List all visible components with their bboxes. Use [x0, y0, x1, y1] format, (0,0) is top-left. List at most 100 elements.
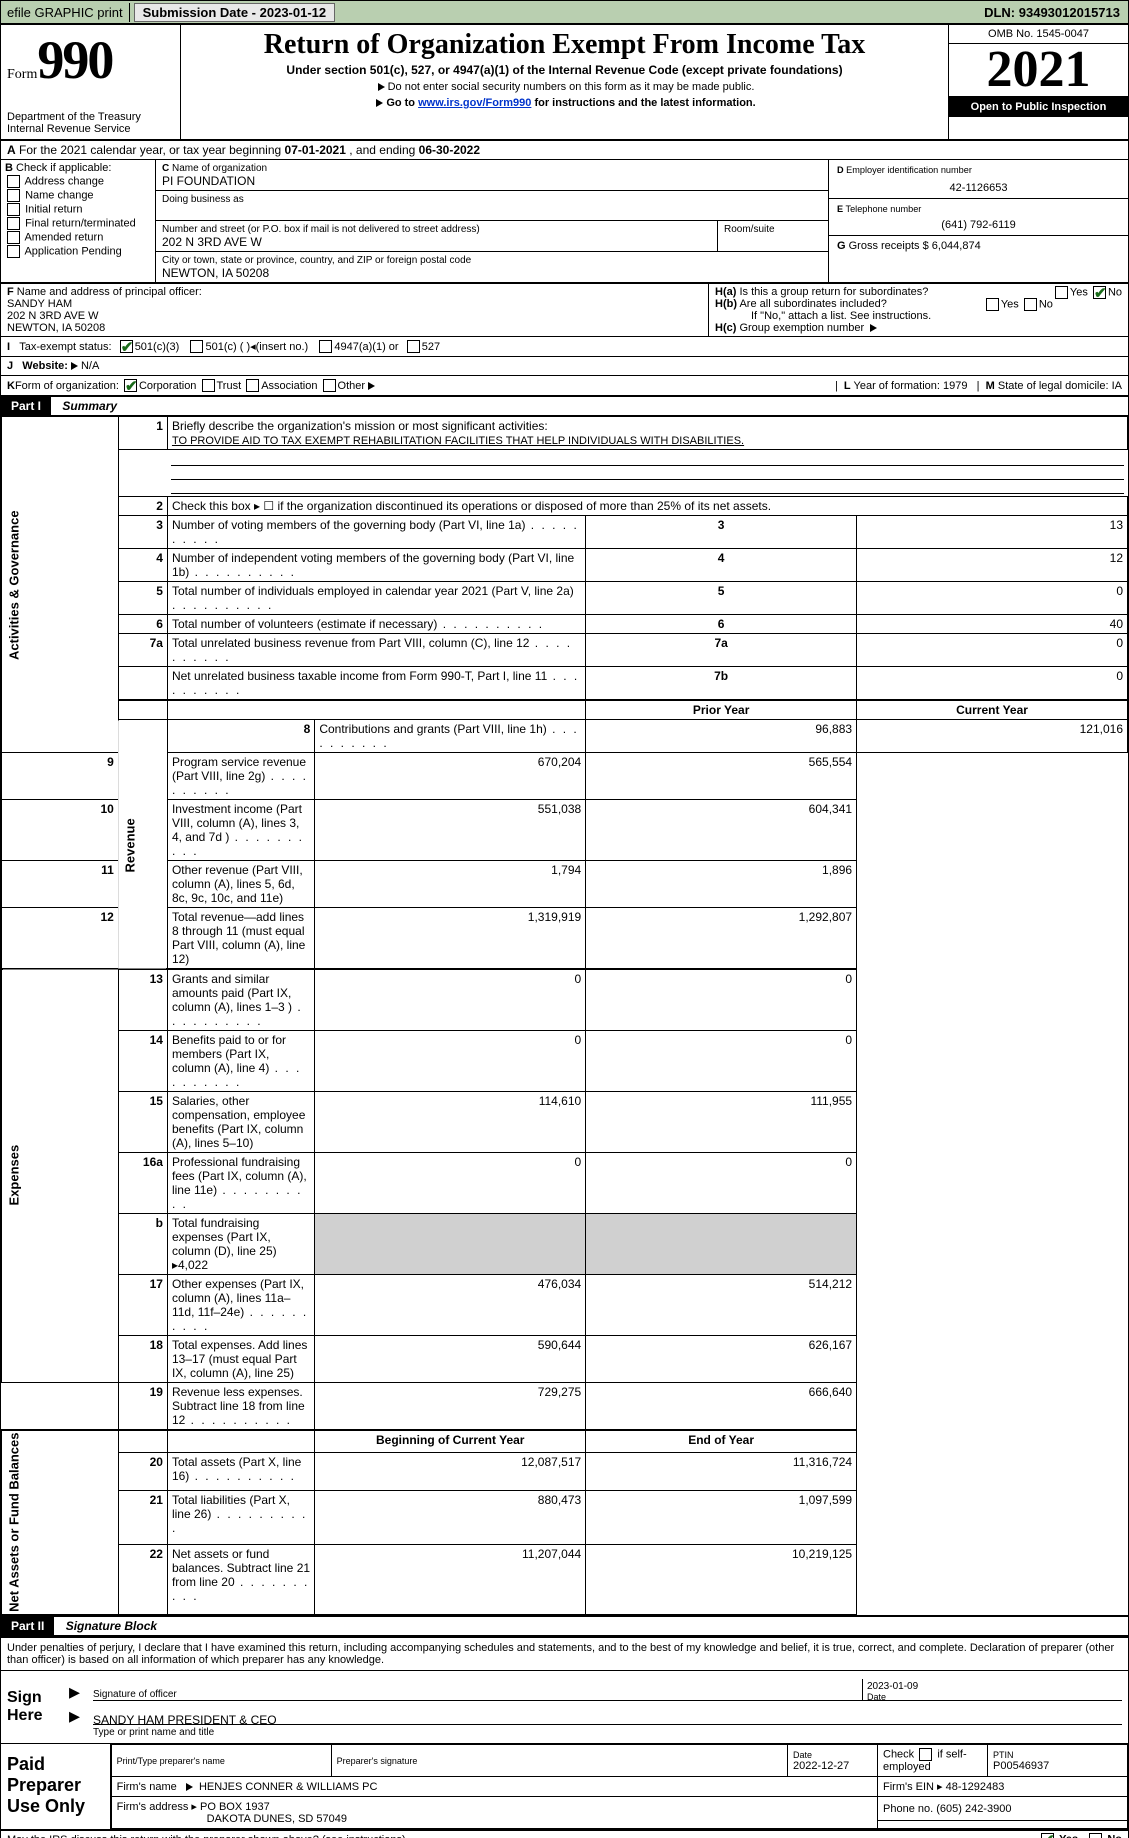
- val-l6: 40: [857, 615, 1128, 634]
- chk-app-pending[interactable]: Application Pending: [5, 245, 151, 258]
- triangle-icon: [368, 382, 375, 390]
- submission-date-button[interactable]: Submission Date - 2023-01-12: [134, 3, 336, 22]
- line8: Contributions and grants (Part VIII, lin…: [315, 720, 586, 753]
- header-mid: Return of Organization Exempt From Incom…: [181, 25, 948, 139]
- triangle-icon: [186, 1783, 193, 1791]
- part2-header: Part II Signature Block: [1, 1615, 1128, 1636]
- org-city: NEWTON, IA 50208: [162, 266, 822, 280]
- efile-label: efile GRAPHIC print: [1, 3, 130, 22]
- cell-phone: E Telephone number (641) 792-6119: [829, 199, 1128, 236]
- discuss-row: May the IRS discuss this return with the…: [1, 1831, 1128, 1838]
- line11: Other revenue (Part VIII, column (A), li…: [167, 861, 314, 908]
- row-j-website: J Website: N/A: [1, 357, 1128, 376]
- row-f-h: F Name and address of principal officer:…: [1, 284, 1128, 337]
- chk-other[interactable]: [323, 379, 336, 392]
- paid-preparer-table: Print/Type preparer's name Preparer's si…: [111, 1744, 1128, 1829]
- line3: Number of voting members of the governin…: [167, 516, 585, 549]
- chk-discuss-yes[interactable]: [1041, 1833, 1054, 1838]
- part2-label: Part II: [1, 1617, 54, 1635]
- open-public-label: Open to Public Inspection: [949, 96, 1128, 117]
- sig-name-line: ▸ SANDY HAM PRESIDENT & CEOType or print…: [93, 1703, 1122, 1725]
- line16a: Professional fundraising fees (Part IX, …: [167, 1153, 314, 1214]
- cell-city: City or town, state or province, country…: [156, 252, 828, 282]
- row-i-tax-status: I Tax-exempt status: 501(c)(3) 501(c) ( …: [1, 337, 1128, 357]
- irs-link[interactable]: www.irs.gov/Form990: [418, 97, 531, 109]
- group-return: H(a) Is this a group return for subordin…: [708, 284, 1128, 336]
- chk-discuss-no[interactable]: [1089, 1833, 1102, 1838]
- line19: Revenue less expenses. Subtract line 18 …: [167, 1383, 314, 1431]
- val-l5: 0: [857, 582, 1128, 615]
- form-note2: Go to www.irs.gov/Form990 for instructio…: [189, 97, 940, 109]
- chk-self-employed[interactable]: [919, 1748, 932, 1761]
- side-expenses: Expenses: [2, 969, 119, 1383]
- triangle-icon: [71, 362, 78, 370]
- cell-ein: D Employer identification number 42-1126…: [829, 160, 1128, 199]
- line7a: Total unrelated business revenue from Pa…: [167, 634, 585, 667]
- cell-gross-receipts: G Gross receipts $ 6,044,874: [829, 236, 1128, 256]
- perjury-text: Under penalties of perjury, I declare th…: [1, 1636, 1128, 1670]
- chk-501c3[interactable]: [120, 340, 133, 353]
- chk-amended[interactable]: Amended return: [5, 231, 151, 244]
- val-l7a: 0: [857, 634, 1128, 667]
- line18: Total expenses. Add lines 13–17 (must eq…: [167, 1336, 314, 1383]
- line16b: Total fundraising expenses (Part IX, col…: [167, 1214, 314, 1275]
- chk-trust[interactable]: [202, 379, 215, 392]
- row-a-tax-year: A For the 2021 calendar year, or tax yea…: [1, 141, 1128, 160]
- telephone: (641) 792-6119: [837, 219, 1120, 231]
- chk-address-change[interactable]: Address change: [5, 175, 151, 188]
- chk-hb-no[interactable]: [1024, 298, 1037, 311]
- principal-officer: F Name and address of principal officer:…: [1, 284, 708, 336]
- org-name: PI FOUNDATION: [162, 174, 822, 188]
- line12: Total revenue—add lines 8 through 11 (mu…: [167, 908, 314, 970]
- cell-dba: Doing business as: [156, 191, 828, 221]
- val-l8c: 121,016: [857, 720, 1128, 753]
- arrow-icon: ▸: [69, 1703, 80, 1729]
- sig-officer-line: ▸ Signature of officer 2023-01-09Date: [93, 1679, 1122, 1701]
- gross-receipts: 6,044,874: [932, 240, 981, 252]
- line17: Other expenses (Part IX, column (A), lin…: [167, 1275, 314, 1336]
- val-l8p: 96,883: [586, 720, 857, 753]
- chk-hb-yes[interactable]: [986, 298, 999, 311]
- line4: Number of independent voting members of …: [167, 549, 585, 582]
- form-number: Form990: [7, 29, 174, 91]
- summary-table: Activities & Governance 1 Briefly descri…: [1, 416, 1128, 1615]
- paid-preparer-label: Paid Preparer Use Only: [1, 1744, 111, 1829]
- chk-501c[interactable]: [190, 340, 203, 353]
- col-current-year: Current Year: [857, 700, 1128, 720]
- chk-527[interactable]: [407, 340, 420, 353]
- line13: Grants and similar amounts paid (Part IX…: [167, 969, 314, 1031]
- chk-final-return[interactable]: Final return/terminated: [5, 217, 151, 230]
- line1: Briefly describe the organization's miss…: [167, 417, 1127, 450]
- tax-year: 2021: [949, 44, 1128, 96]
- line10: Investment income (Part VIII, column (A)…: [167, 800, 314, 861]
- line6: Total number of volunteers (estimate if …: [167, 615, 585, 634]
- side-revenue: Revenue: [118, 720, 167, 970]
- chk-ha-yes[interactable]: [1055, 286, 1068, 299]
- website: N/A: [81, 360, 99, 372]
- dln: DLN: 93493012015713: [984, 5, 1128, 20]
- col-c: C Name of organization PI FOUNDATION Doi…: [156, 160, 828, 282]
- side-activities: Activities & Governance: [2, 417, 119, 753]
- chk-assoc[interactable]: [246, 379, 259, 392]
- side-netassets: Net Assets or Fund Balances: [2, 1430, 119, 1615]
- chk-ha-no[interactable]: [1093, 286, 1106, 299]
- chk-corp[interactable]: [124, 379, 137, 392]
- dept-irs: Internal Revenue Service: [7, 123, 174, 135]
- header-right: OMB No. 1545-0047 2021 Open to Public In…: [948, 25, 1128, 139]
- ein: 42-1126653: [837, 182, 1120, 194]
- chk-4947[interactable]: [319, 340, 332, 353]
- sign-here-block: Sign Here ▸ Signature of officer 2023-01…: [1, 1670, 1128, 1744]
- line2: Check this box ▸ ☐ if the organization d…: [167, 497, 1127, 516]
- line7b: Net unrelated business taxable income fr…: [167, 667, 585, 701]
- line5: Total number of individuals employed in …: [167, 582, 585, 615]
- triangle-icon: [378, 83, 385, 91]
- chk-initial-return[interactable]: Initial return: [5, 203, 151, 216]
- chk-name-change[interactable]: Name change: [5, 189, 151, 202]
- row-k-l-m: K Form of organization: Corporation Trus…: [1, 376, 1128, 397]
- val-l4: 12: [857, 549, 1128, 582]
- sign-here-label: Sign Here: [1, 1671, 71, 1743]
- dept-treasury: Department of the Treasury: [7, 111, 174, 123]
- org-address: 202 N 3RD AVE W: [162, 235, 711, 249]
- triangle-icon: [870, 324, 877, 332]
- header-left: Form990 Department of the Treasury Inter…: [1, 25, 181, 139]
